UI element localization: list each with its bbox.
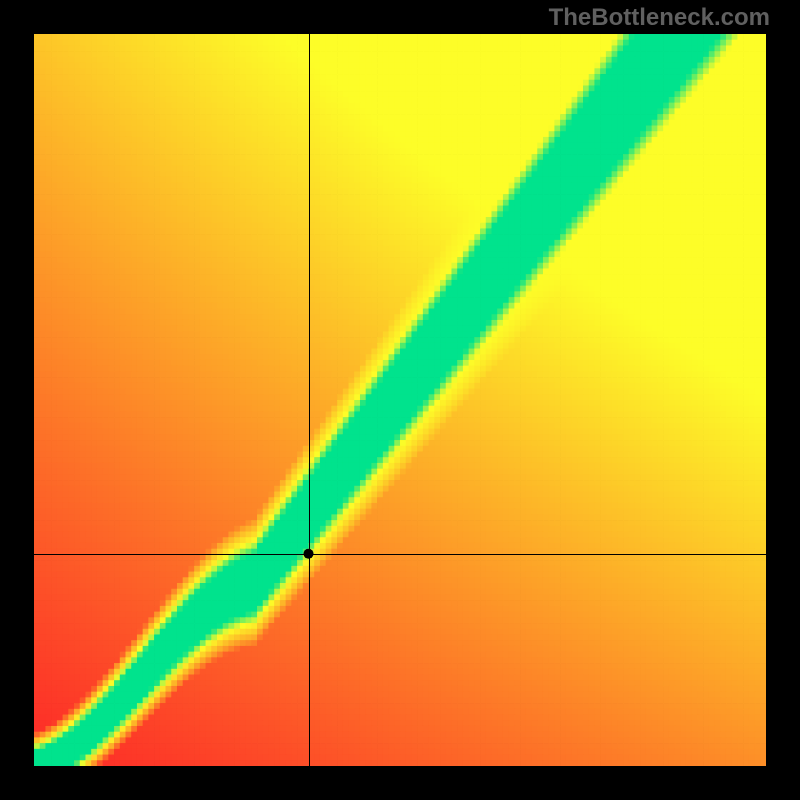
watermark-label: TheBottleneck.com [549, 4, 770, 32]
heatmap-plot-area [34, 34, 766, 766]
bottleneck-heatmap [34, 34, 766, 766]
chart-container: TheBottleneck.com [0, 0, 800, 800]
